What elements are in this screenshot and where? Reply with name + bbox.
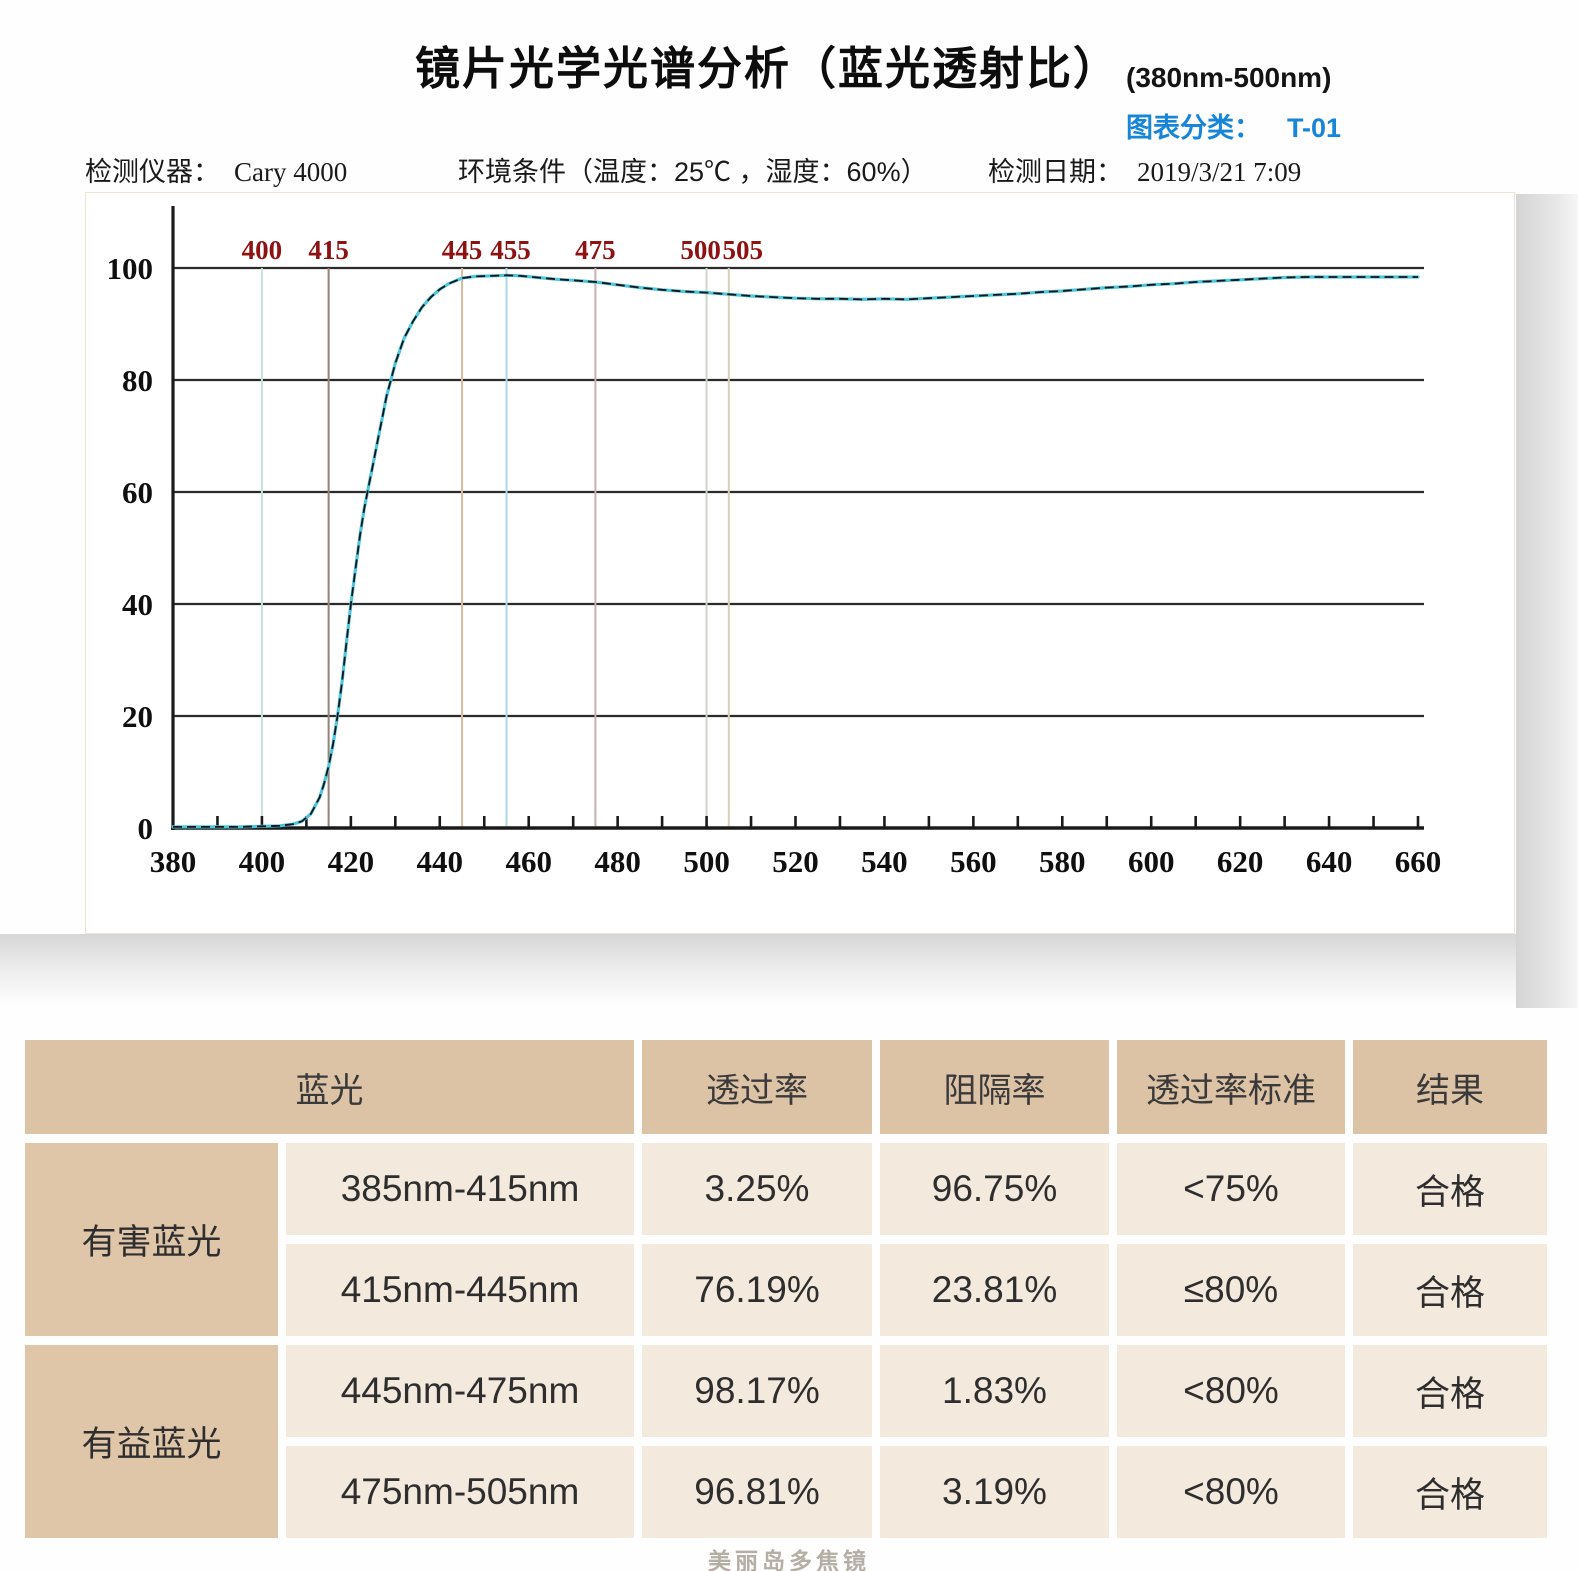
row-standard: <75%	[1117, 1143, 1345, 1235]
row-result: 合格	[1353, 1345, 1547, 1437]
col-header-bluelight: 蓝光	[25, 1040, 634, 1134]
y-axis-tick-label: 0	[138, 811, 154, 846]
x-axis-tick-label: 440	[417, 844, 464, 879]
row-blocking: 1.83%	[880, 1345, 1109, 1437]
wavelength-marker-label: 475	[575, 235, 616, 265]
row-range: 385nm-415nm	[286, 1143, 634, 1235]
col-header-transmittance: 透过率	[642, 1040, 872, 1134]
page-title: 镜片光学光谱分析（蓝光透射比）	[415, 43, 1121, 94]
wavelength-marker-label: 445	[442, 235, 483, 265]
x-axis-tick-label: 560	[950, 844, 997, 879]
transmission-curve	[171, 273, 1420, 829]
environment-info: 环境条件（温度：25℃ ，湿度：60%）	[458, 157, 928, 187]
x-axis-tick-label: 660	[1395, 844, 1442, 879]
x-axis-tick-label: 480	[594, 844, 641, 879]
y-axis-tick-label: 40	[122, 587, 153, 622]
y-axis-tick-label: 60	[122, 475, 153, 510]
brand-watermark: 美丽岛多焦镜	[708, 1548, 870, 1571]
wavelength-marker-label: 455	[490, 235, 531, 265]
row-result: 合格	[1353, 1446, 1547, 1538]
chart-category: 图表分类： T-01	[1126, 106, 1341, 145]
wavelength-marker-label: 500	[680, 235, 721, 265]
x-axis-tick-label: 640	[1306, 844, 1353, 879]
panel-right-shadow	[1516, 194, 1578, 1008]
row-standard: ≤80%	[1117, 1244, 1345, 1336]
wavelength-marker-label: 415	[308, 235, 349, 265]
col-header-result: 结果	[1353, 1040, 1547, 1134]
group-beneficial-bluelight: 有益蓝光	[25, 1345, 278, 1538]
row-blocking: 3.19%	[880, 1446, 1109, 1538]
instrument-info: 检测仪器： Cary 4000	[85, 150, 347, 189]
group-harmful-bluelight: 有害蓝光	[25, 1143, 278, 1336]
row-transmittance: 76.19%	[642, 1244, 872, 1336]
x-axis-tick-label: 520	[772, 844, 819, 879]
row-transmittance: 96.81%	[642, 1446, 872, 1538]
row-blocking: 96.75%	[880, 1143, 1109, 1235]
wavelength-range-label: (380nm-500nm)	[1126, 62, 1332, 93]
row-range: 415nm-445nm	[286, 1244, 634, 1336]
col-header-blocking: 阻隔率	[880, 1040, 1109, 1134]
x-axis-tick-label: 600	[1128, 844, 1175, 879]
row-result: 合格	[1353, 1143, 1547, 1235]
row-result: 合格	[1353, 1244, 1547, 1336]
y-axis-tick-label: 80	[122, 363, 153, 398]
x-axis-tick-label: 380	[150, 844, 197, 879]
panel-bottom-shadow	[0, 934, 1578, 1008]
x-axis-tick-label: 420	[328, 844, 375, 879]
test-date-label: 检测日期：	[988, 157, 1123, 187]
wavelength-marker-label: 505	[723, 235, 764, 265]
row-transmittance: 98.17%	[642, 1345, 872, 1437]
x-axis-tick-label: 540	[861, 844, 908, 879]
row-range: 445nm-475nm	[286, 1345, 634, 1437]
test-date-value: 2019/3/21 7:09	[1137, 157, 1302, 187]
row-transmittance: 3.25%	[642, 1143, 872, 1235]
x-axis-tick-label: 580	[1039, 844, 1086, 879]
x-axis-tick-label: 620	[1217, 844, 1264, 879]
spectrum-chart-panel	[85, 192, 1515, 934]
wavelength-marker-label: 400	[242, 235, 283, 265]
col-header-standard: 透过率标准	[1117, 1040, 1345, 1134]
y-axis-tick-label: 100	[107, 251, 154, 286]
transmission-curve-overlay	[173, 274, 1418, 828]
test-date-info: 检测日期： 2019/3/21 7:09	[988, 150, 1301, 189]
row-blocking: 23.81%	[880, 1244, 1109, 1336]
instrument-label: 检测仪器：	[85, 157, 220, 187]
x-axis-tick-label: 400	[239, 844, 286, 879]
row-standard: <80%	[1117, 1446, 1345, 1538]
chart-category-label: 图表分类：	[1126, 113, 1261, 143]
x-axis-tick-label: 500	[683, 844, 730, 879]
x-axis-tick-label: 460	[505, 844, 552, 879]
row-range: 475nm-505nm	[286, 1446, 634, 1538]
results-table: 蓝光 透过率 阻隔率 透过率标准 结果 有害蓝光 385nm-415nm 3.2…	[25, 1040, 1547, 1538]
instrument-value: Cary 4000	[234, 157, 348, 187]
y-axis-tick-label: 20	[122, 699, 153, 734]
chart-category-value: T-01	[1287, 113, 1342, 143]
row-standard: <80%	[1117, 1345, 1345, 1437]
